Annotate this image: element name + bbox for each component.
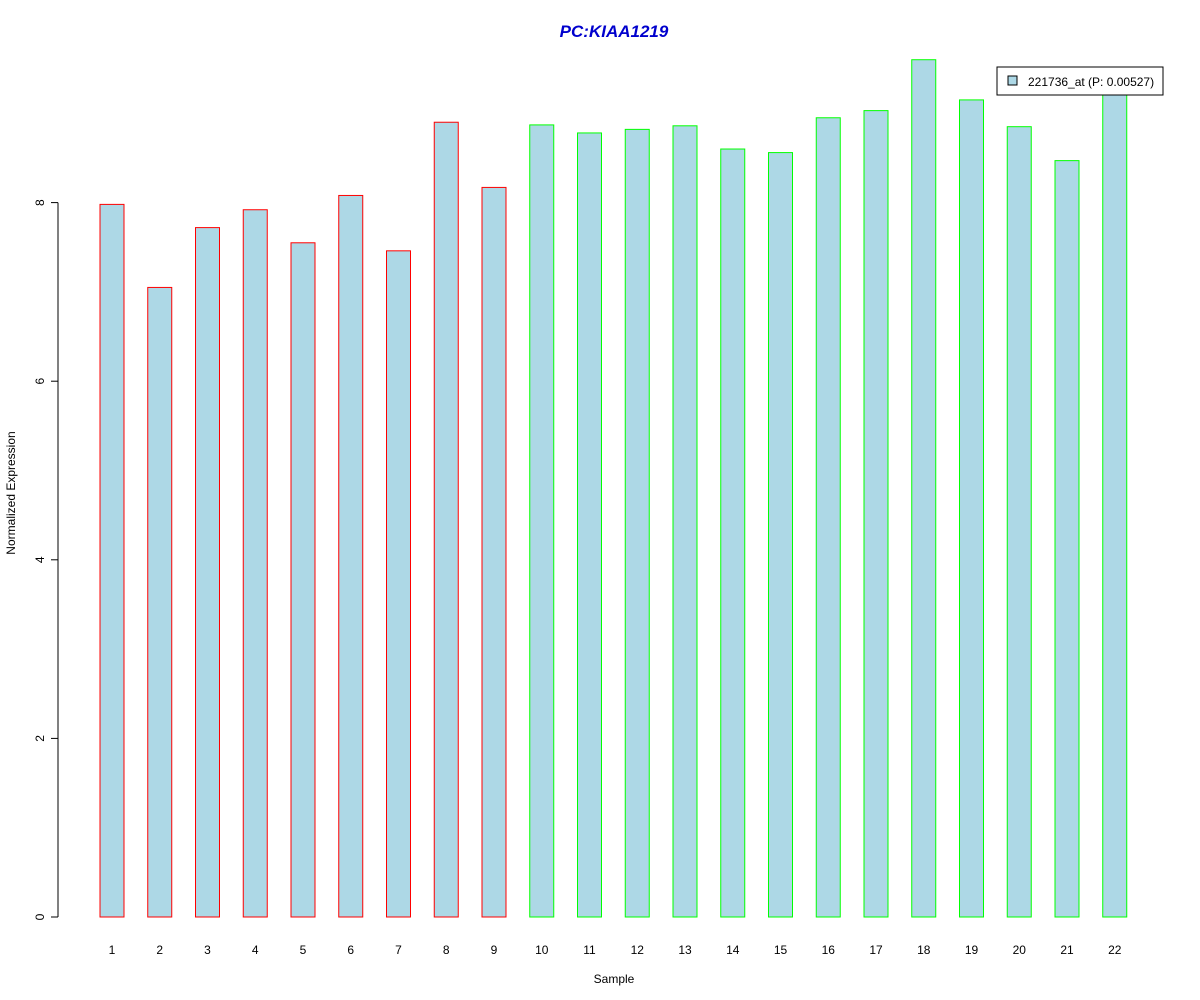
x-tick-label: 13 <box>678 943 692 957</box>
x-tick-label: 6 <box>347 943 354 957</box>
bar-sample-1 <box>99 203 125 918</box>
x-tick-label: 19 <box>965 943 979 957</box>
x-tick-label: 18 <box>917 943 931 957</box>
bar-sample-9 <box>481 186 507 918</box>
bar-sample-22 <box>1102 86 1128 918</box>
y-axis-label: Normalized Expression <box>4 431 18 554</box>
y-tick-label: 4 <box>33 556 47 563</box>
legend-label: 221736_at (P: 0.00527) <box>1028 75 1154 89</box>
bar-sample-7 <box>386 250 411 918</box>
bar-sample-17 <box>863 110 889 918</box>
x-tick-label: 12 <box>631 943 645 957</box>
x-tick-label: 5 <box>300 943 307 957</box>
bar-sample-14 <box>720 148 746 918</box>
x-axis-label: Sample <box>594 972 635 986</box>
x-tick-label: 9 <box>491 943 498 957</box>
x-tick-label: 1 <box>109 943 116 957</box>
bar-sample-2 <box>147 286 173 918</box>
bar-sample-10 <box>529 124 555 918</box>
x-tick-label: 15 <box>774 943 788 957</box>
y-tick-label: 0 <box>33 913 47 920</box>
bar-sample-18 <box>911 59 937 918</box>
bar-sample-21 <box>1054 160 1080 918</box>
legend: 221736_at (P: 0.00527) <box>996 66 1164 96</box>
bars-group <box>99 59 1128 918</box>
x-tick-label: 20 <box>1013 943 1027 957</box>
x-tick-label: 4 <box>252 943 259 957</box>
legend-box <box>996 66 1164 96</box>
x-tick-label: 17 <box>869 943 883 957</box>
x-tick-label: 21 <box>1060 943 1074 957</box>
y-tick-label: 6 <box>33 378 47 385</box>
y-axis: 0 2 4 6 8 <box>33 199 59 920</box>
x-tick-label: 11 <box>583 943 596 957</box>
bar-sample-5 <box>290 242 316 918</box>
bar-sample-4 <box>242 209 268 918</box>
bar-sample-12 <box>624 128 650 918</box>
legend-swatch <box>1007 75 1018 86</box>
bar-sample-6 <box>338 194 364 918</box>
bar-sample-16 <box>815 117 841 918</box>
x-tick-label: 22 <box>1108 943 1122 957</box>
bar-sample-20 <box>1006 126 1032 918</box>
bar-sample-11 <box>577 132 602 918</box>
bar-sample-15 <box>768 152 793 918</box>
chart-title: PC:KIAA1219 <box>560 22 669 41</box>
x-tick-label: 3 <box>204 943 211 957</box>
bar-sample-19 <box>959 99 984 918</box>
bar-sample-3 <box>195 227 220 918</box>
x-tick-label: 14 <box>726 943 740 957</box>
x-tick-label: 16 <box>822 943 836 957</box>
y-tick-label: 8 <box>33 199 47 206</box>
x-tick-label: 7 <box>395 943 402 957</box>
bar-sample-13 <box>672 125 698 918</box>
x-tick-labels: 1 2 3 4 5 6 7 8 9 10 11 12 13 14 15 16 17 18 19 20 21 22 <box>109 943 1122 957</box>
bar-sample-8 <box>433 121 459 918</box>
y-tick-label: 2 <box>33 735 47 742</box>
x-tick-label: 2 <box>156 943 163 957</box>
x-tick-label: 8 <box>443 943 450 957</box>
x-tick-label: 10 <box>535 943 549 957</box>
